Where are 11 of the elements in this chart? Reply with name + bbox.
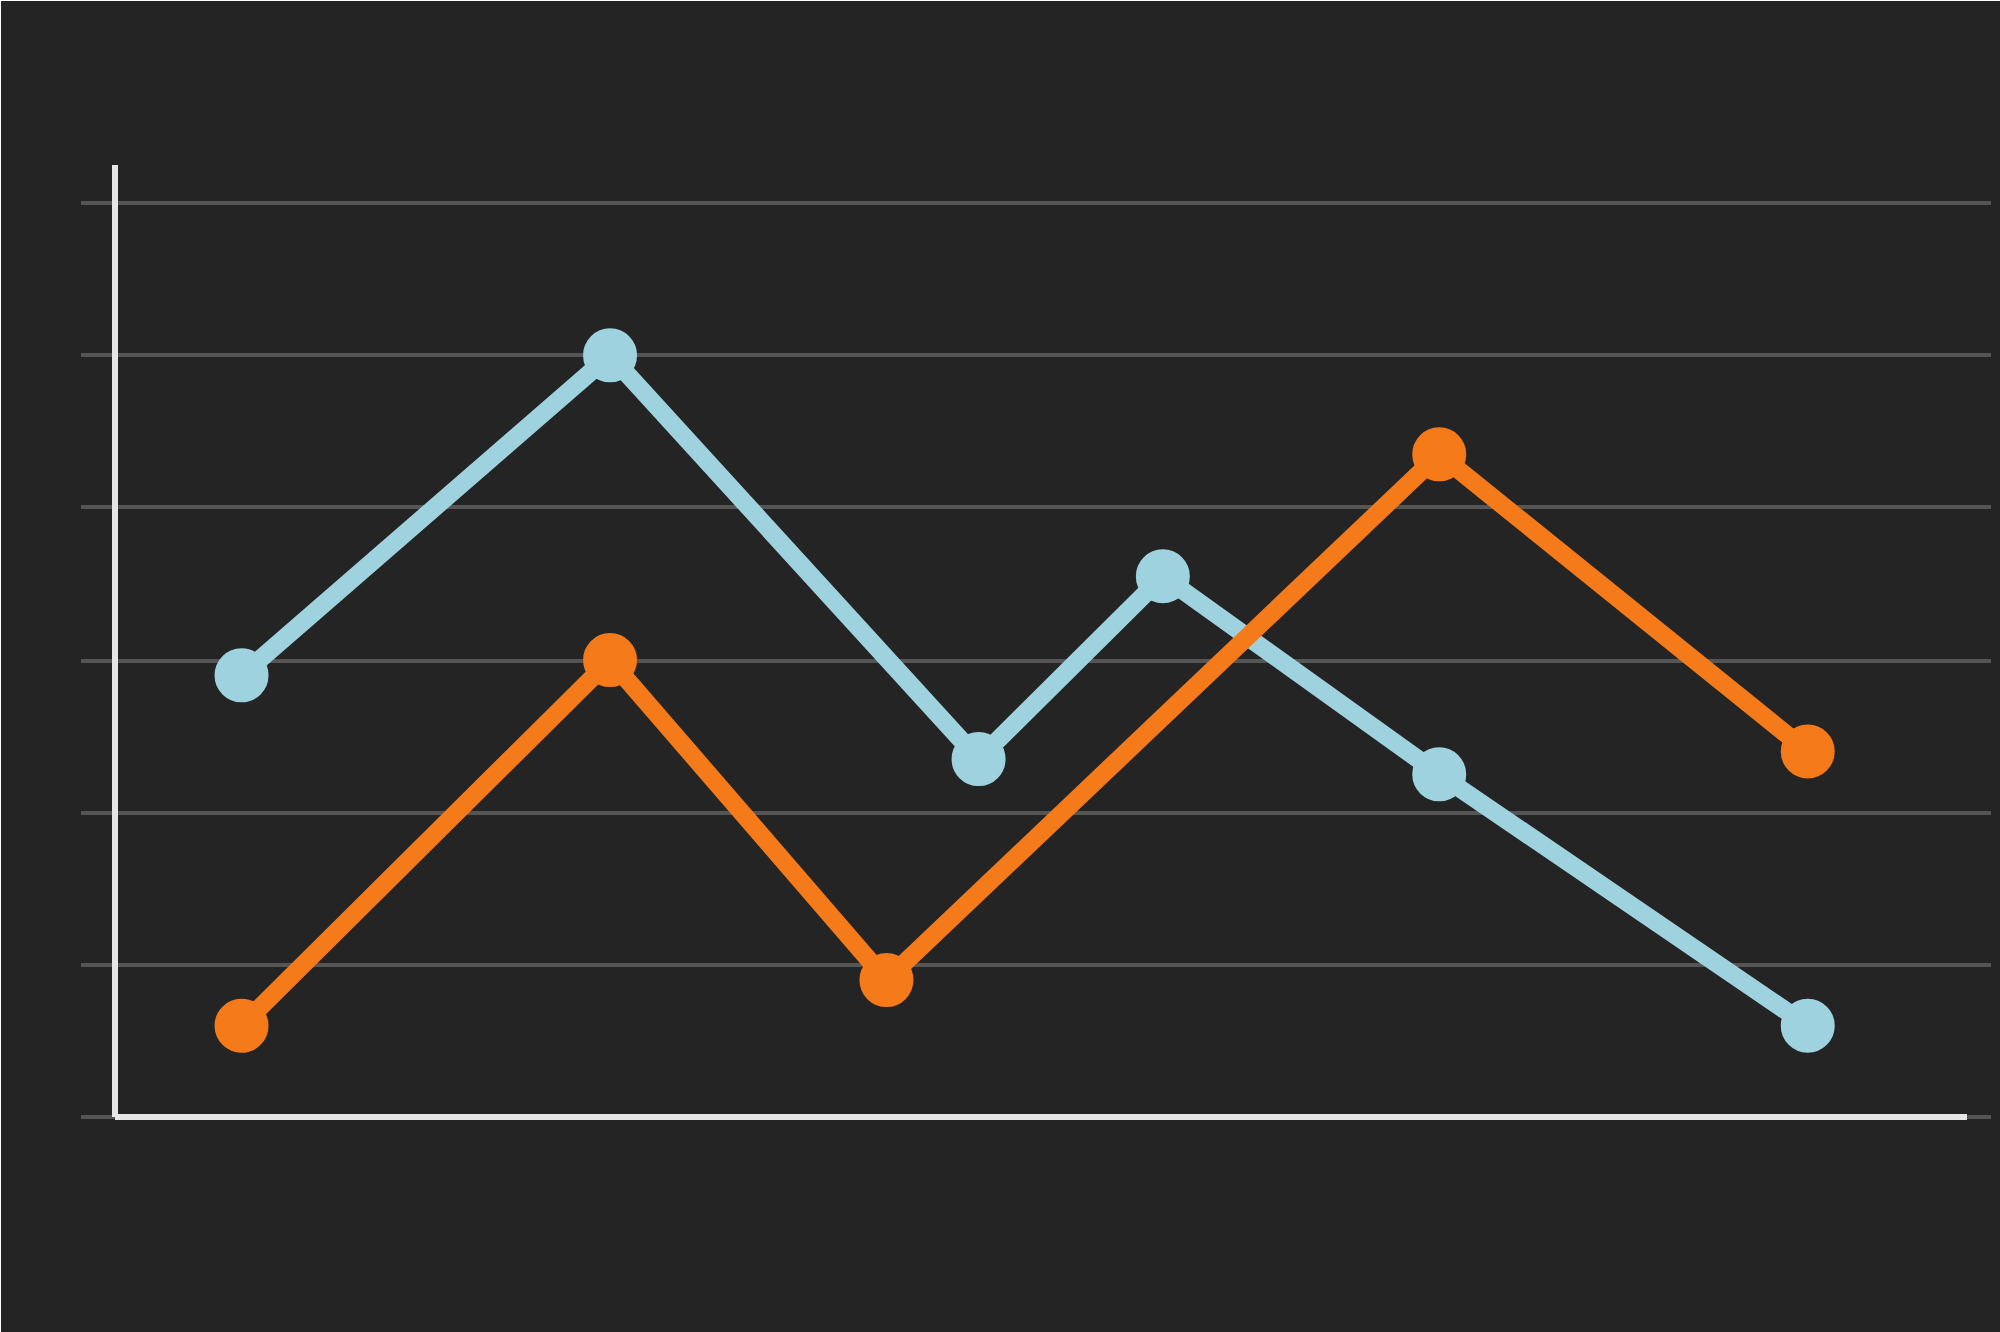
point [583, 633, 638, 687]
point [951, 732, 1006, 787]
point [1135, 549, 1190, 604]
point [214, 998, 269, 1053]
point [859, 953, 914, 1007]
point [1780, 998, 1835, 1053]
point [1780, 724, 1835, 779]
point [1412, 747, 1467, 802]
point [583, 328, 638, 383]
point [1412, 427, 1467, 482]
point [214, 648, 269, 703]
